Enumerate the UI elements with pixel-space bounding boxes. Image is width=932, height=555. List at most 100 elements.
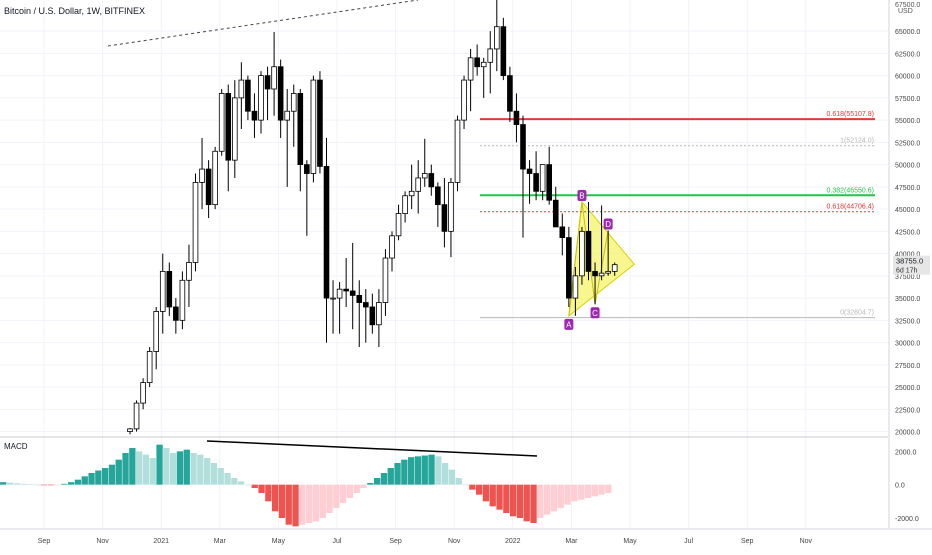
candle-body bbox=[448, 182, 454, 232]
macd-bar bbox=[61, 483, 68, 485]
last-price-value: 38755.0 bbox=[896, 257, 923, 266]
candle-body bbox=[480, 61, 487, 68]
candle-body bbox=[513, 110, 520, 125]
macd-bar bbox=[455, 478, 462, 485]
candle-body bbox=[192, 182, 199, 263]
macd-bar bbox=[564, 484, 571, 505]
y-tick-label: 62500.0 bbox=[895, 51, 920, 58]
macd-bar bbox=[170, 453, 177, 485]
macd-bar bbox=[387, 468, 394, 485]
candle-body bbox=[356, 295, 363, 303]
macd-bar bbox=[530, 484, 537, 523]
x-tick-label: Nov bbox=[800, 538, 813, 545]
macd-bar bbox=[285, 484, 292, 525]
candle-body bbox=[264, 75, 271, 90]
grid-lines bbox=[0, 0, 932, 530]
macd-bar bbox=[129, 448, 136, 485]
y-tick-label: 60000.0 bbox=[895, 74, 920, 81]
macd-bar bbox=[142, 454, 150, 485]
candlestick-series bbox=[127, 0, 618, 435]
macd-bar bbox=[414, 456, 422, 485]
macd-bar bbox=[482, 484, 490, 502]
candle-body bbox=[402, 195, 408, 214]
candle-body bbox=[179, 279, 186, 321]
x-tick-label: May bbox=[272, 538, 286, 545]
macd-bar bbox=[605, 484, 612, 493]
macd-bar bbox=[346, 484, 354, 498]
candle-body bbox=[592, 270, 598, 277]
candle-body bbox=[290, 93, 297, 112]
candle-body bbox=[421, 173, 428, 179]
macd-bar bbox=[197, 454, 204, 485]
fib-level-label: 0.618(44706.4) bbox=[827, 204, 874, 211]
macd-bar bbox=[224, 473, 231, 485]
macd-bar bbox=[380, 473, 388, 485]
candle-body bbox=[127, 428, 133, 432]
candle-body bbox=[598, 272, 605, 277]
candle-body bbox=[382, 257, 389, 303]
macd-bar bbox=[476, 484, 483, 495]
fibonacci-levels[interactable]: 0.618(55107.8) 1(52124.0) 0.382(46550.6) 0.… bbox=[480, 111, 875, 319]
candle-body bbox=[572, 275, 579, 299]
macd-bar bbox=[367, 483, 374, 485]
macd-bar bbox=[469, 484, 476, 490]
y-tick-label: 40000.0 bbox=[895, 252, 920, 259]
macd-bar bbox=[340, 484, 347, 503]
macd-bar bbox=[95, 470, 102, 485]
macd-bar bbox=[435, 456, 442, 485]
candle-body bbox=[559, 226, 566, 238]
macd-bar bbox=[299, 484, 306, 525]
candle-body bbox=[317, 79, 323, 167]
candle-body bbox=[212, 150, 218, 206]
price-axis[interactable]: 20000.0 22500.0 25000.0 27500.0 30000.0 32500… bbox=[893, 29, 930, 437]
macd-bar bbox=[550, 484, 558, 512]
macd-bar bbox=[571, 484, 578, 502]
macd-bar bbox=[251, 484, 258, 488]
macd-bar bbox=[176, 451, 184, 485]
x-tick-label: 2021 bbox=[153, 538, 169, 545]
macd-bar bbox=[54, 484, 61, 486]
macd-y-tick-label: 0.0 bbox=[895, 483, 905, 490]
candle-body bbox=[258, 75, 264, 121]
macd-divergence-line bbox=[206, 440, 538, 457]
pattern-point-badge bbox=[590, 307, 600, 319]
candle-body bbox=[225, 93, 232, 161]
pattern-point-label: B bbox=[579, 191, 584, 200]
macd-bar bbox=[231, 478, 238, 485]
candle-body bbox=[408, 190, 415, 197]
macd-bar bbox=[40, 484, 48, 486]
candle-body bbox=[461, 79, 467, 121]
macd-bar bbox=[537, 484, 544, 518]
macd-bar bbox=[462, 484, 469, 486]
candle-body bbox=[218, 93, 225, 152]
fib-level-label: 0.618(55107.8) bbox=[827, 111, 874, 118]
macd-bar bbox=[408, 457, 415, 485]
candle-body bbox=[166, 270, 173, 308]
time-axis[interactable]: Sep Nov 2021 Mar May Jul Sep Nov 2022 Mar May Jul Se… bbox=[38, 538, 813, 545]
macd-bar bbox=[557, 484, 564, 508]
macd-bar bbox=[278, 484, 286, 518]
macd-bar bbox=[115, 459, 122, 485]
candle-body bbox=[330, 297, 336, 300]
candle-body bbox=[173, 306, 179, 321]
dashed-trendline bbox=[107, 0, 419, 47]
y-tick-label: 52500.0 bbox=[895, 140, 920, 147]
macd-bar bbox=[108, 464, 116, 485]
candle-body bbox=[369, 306, 376, 326]
macd-bar bbox=[81, 476, 88, 485]
candle-body bbox=[140, 382, 146, 404]
macd-pane[interactable]: 2000.0 0.0 -2000.0 bbox=[0, 440, 919, 527]
macd-bar bbox=[88, 473, 95, 485]
macd-bar bbox=[163, 448, 170, 485]
candle-body bbox=[336, 288, 343, 299]
macd-bar bbox=[598, 484, 605, 495]
macd-bar bbox=[428, 454, 435, 485]
candle-body bbox=[395, 213, 402, 237]
candle-body bbox=[376, 302, 382, 326]
macd-bar bbox=[401, 459, 408, 485]
macd-bar bbox=[489, 484, 496, 507]
candle-body bbox=[533, 173, 539, 192]
macd-bar bbox=[68, 482, 75, 485]
macd-bar bbox=[6, 482, 14, 485]
